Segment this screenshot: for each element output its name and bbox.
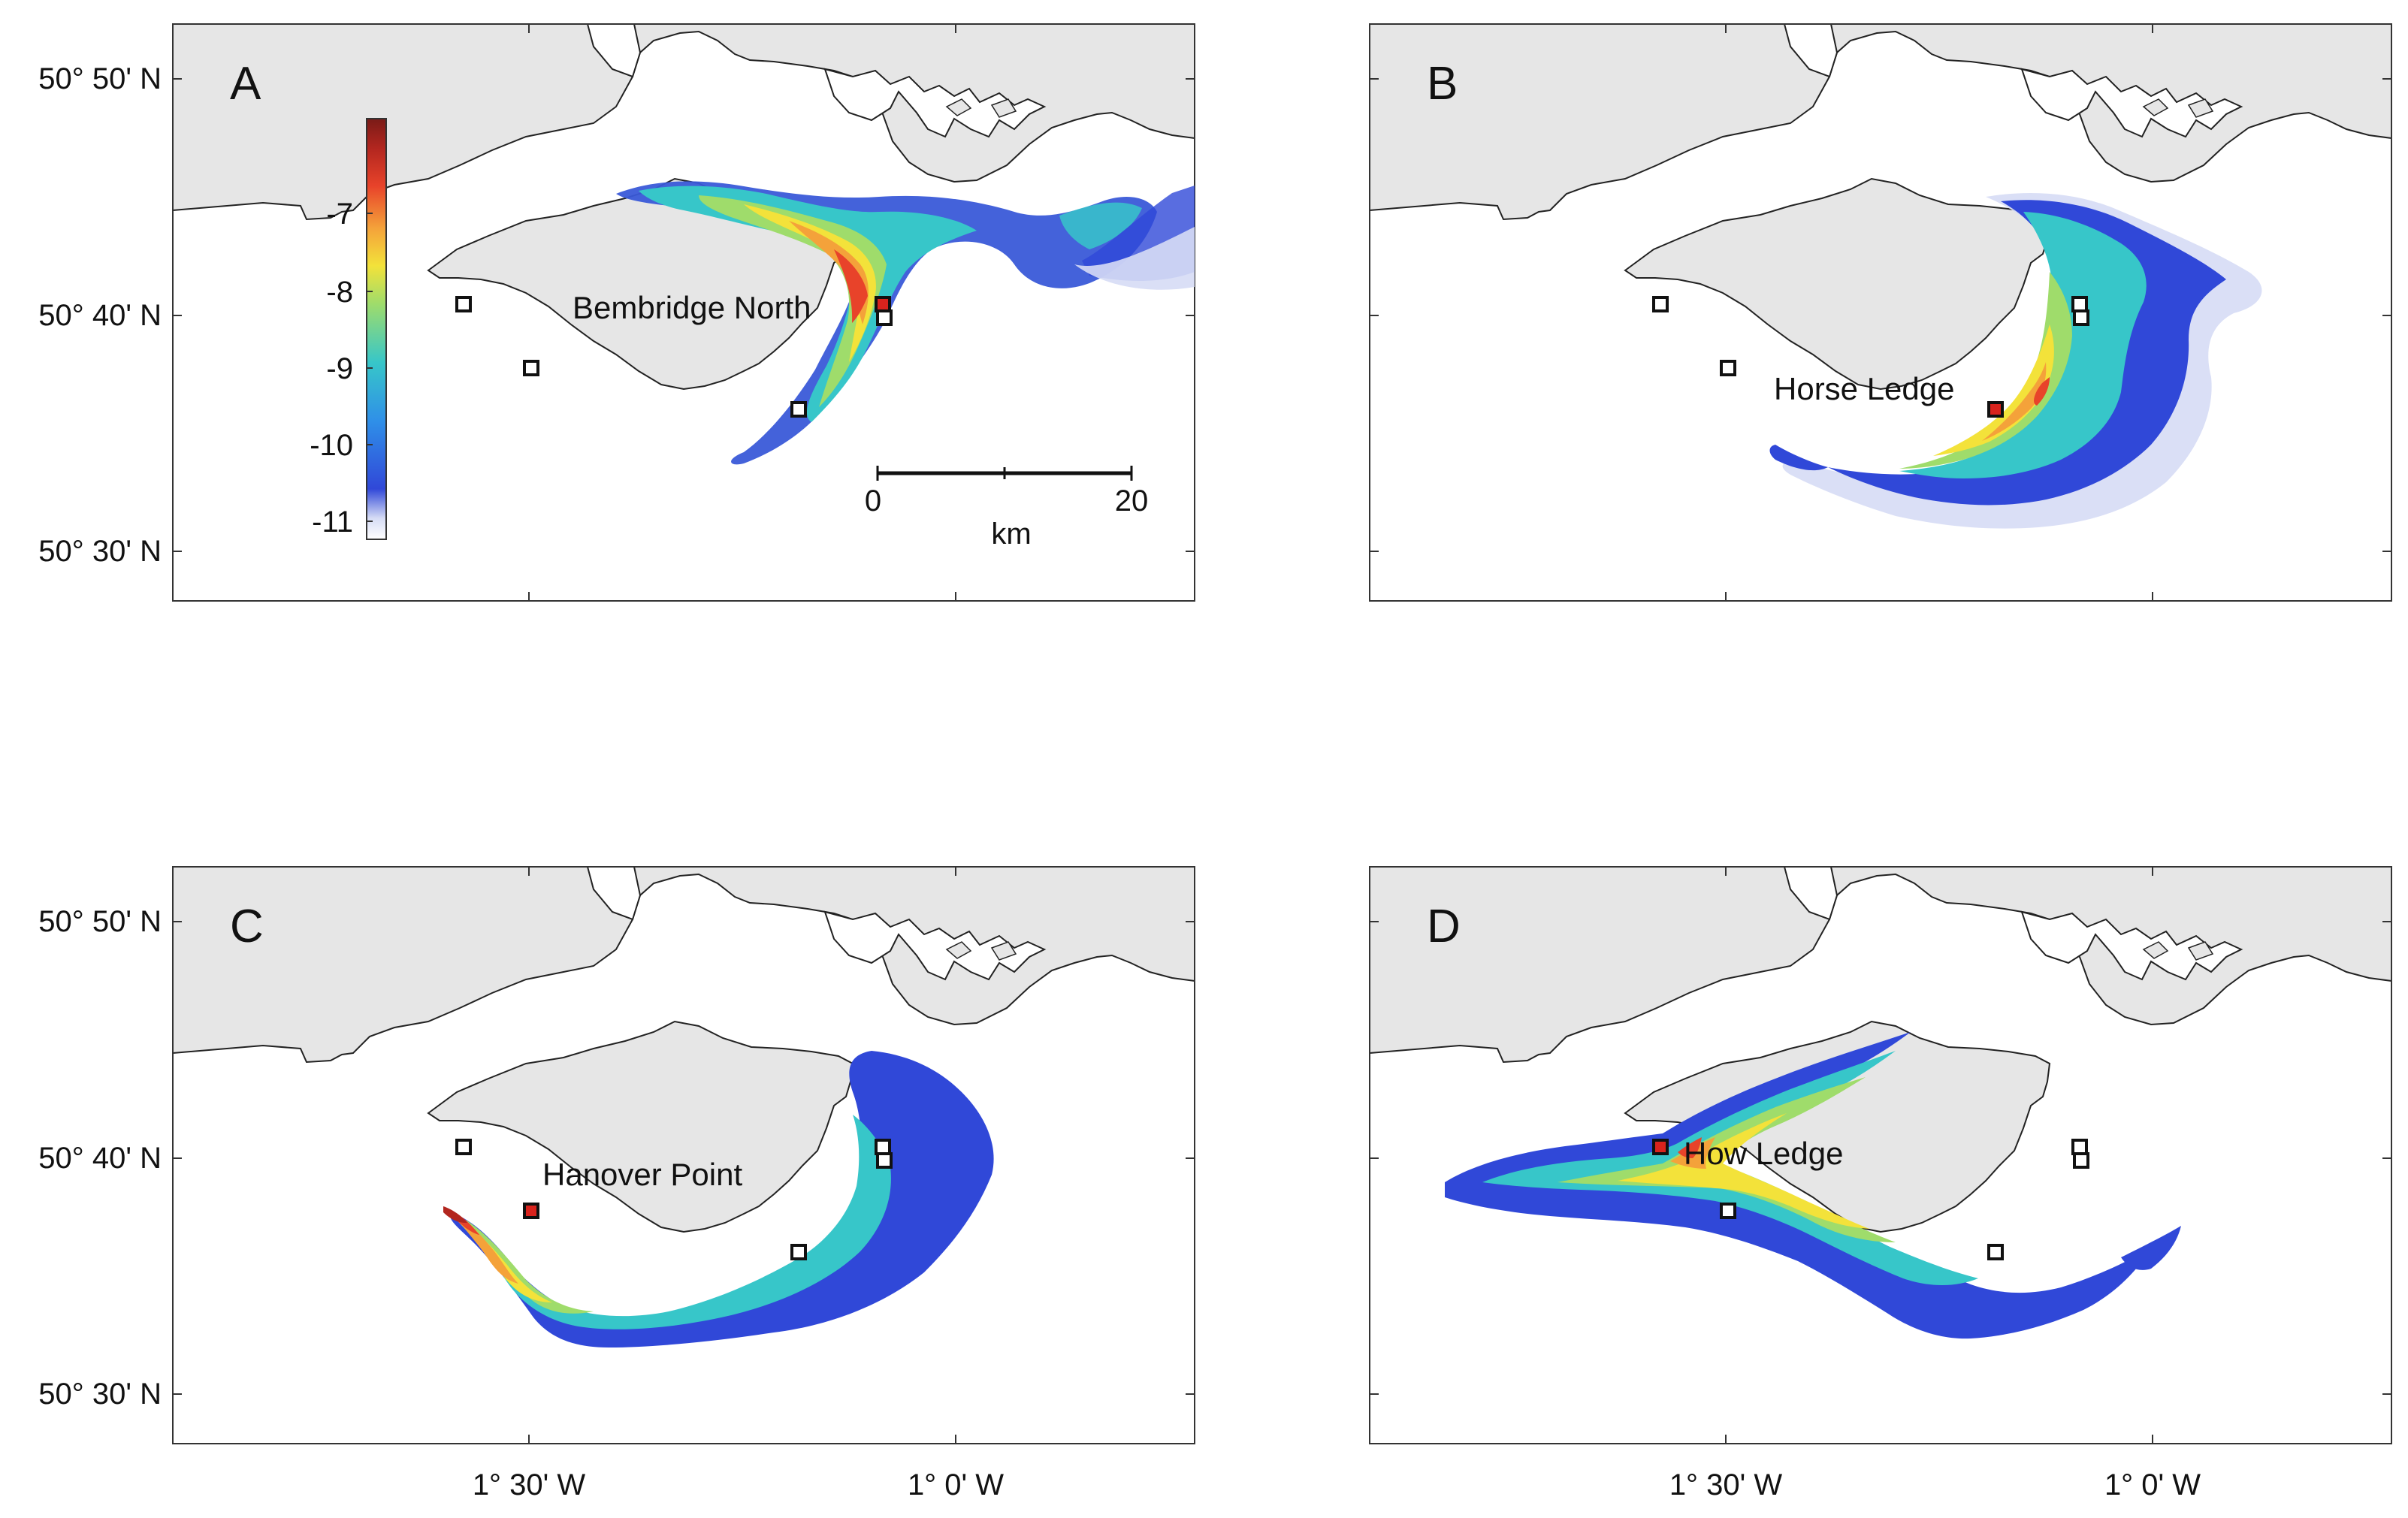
lon-tick-label: 1° 30' W (1669, 1468, 1783, 1501)
lon-tick-label: 1° 30' W (473, 1468, 586, 1501)
release-marker-a (875, 296, 891, 312)
panel-letter-d: D (1427, 901, 1461, 952)
colorbar-tick-label: -8 (326, 276, 353, 309)
release-site-label-a: Bembridge North (573, 290, 811, 325)
colorbar-ramp (366, 118, 387, 540)
release-marker-b (1987, 401, 2004, 418)
release-site-label-d: How Ledge (1684, 1136, 1843, 1171)
release-site-label-c: Hanover Point (542, 1157, 742, 1192)
lat-tick-label: 50° 40' N (38, 299, 162, 332)
scale-bar-start: 0 (865, 484, 881, 518)
dispersal-plume-b (1769, 193, 2262, 529)
release-site-label-b: Horse Ledge (1774, 371, 1955, 406)
lat-tick-label: 50° 40' N (38, 1142, 162, 1175)
colorbar-tick-label: -11 (312, 505, 353, 539)
panel-letter-a: A (230, 58, 261, 110)
lon-tick-label: 1° 0' W (2104, 1468, 2201, 1501)
colorbar-tick-label: -9 (326, 352, 353, 385)
dispersal-plume-d (1445, 1032, 2181, 1339)
panel-b: B Horse Ledge (1369, 23, 2392, 602)
lon-ticks-left: 1° 30' W 1° 0' W (473, 1468, 1004, 1501)
colorbar-tick-label: -10 (310, 429, 353, 462)
release-marker-d (1652, 1139, 1669, 1155)
lat-tick-label: 50° 30' N (38, 1378, 162, 1411)
panel-c: C Hanover Point (172, 866, 1195, 1444)
scale-bar-end: 20 (1115, 484, 1149, 518)
lat-ticks-top: 50° 50' N 50° 40' N 50° 30' N (38, 62, 162, 568)
panel-d: D How Ledge (1369, 866, 2392, 1444)
dispersal-plume-a (616, 181, 1195, 465)
lat-ticks-bottom: 50° 50' N 50° 40' N 50° 30' N (38, 905, 162, 1411)
lon-ticks-right: 1° 30' W 1° 0' W (1669, 1468, 2201, 1501)
lat-tick-label: 50° 50' N (38, 62, 162, 95)
colorbar: -7 -8 -9 -10 -11 (310, 118, 387, 540)
dispersal-plume-c (443, 1051, 994, 1347)
lat-tick-label: 50° 30' N (38, 535, 162, 568)
panel-letter-c: C (230, 901, 264, 952)
lat-tick-label: 50° 50' N (38, 905, 162, 938)
release-marker-c (523, 1203, 539, 1219)
panel-letter-b: B (1427, 58, 1458, 110)
lon-tick-label: 1° 0' W (908, 1468, 1004, 1501)
scale-bar: 0 20 km (865, 466, 1148, 551)
panel-a: A Bembridge North -7 -8 -9 -10 -11 0 20 … (172, 23, 1195, 602)
colorbar-tick-label: -7 (326, 198, 353, 231)
scale-bar-unit: km (991, 518, 1031, 551)
